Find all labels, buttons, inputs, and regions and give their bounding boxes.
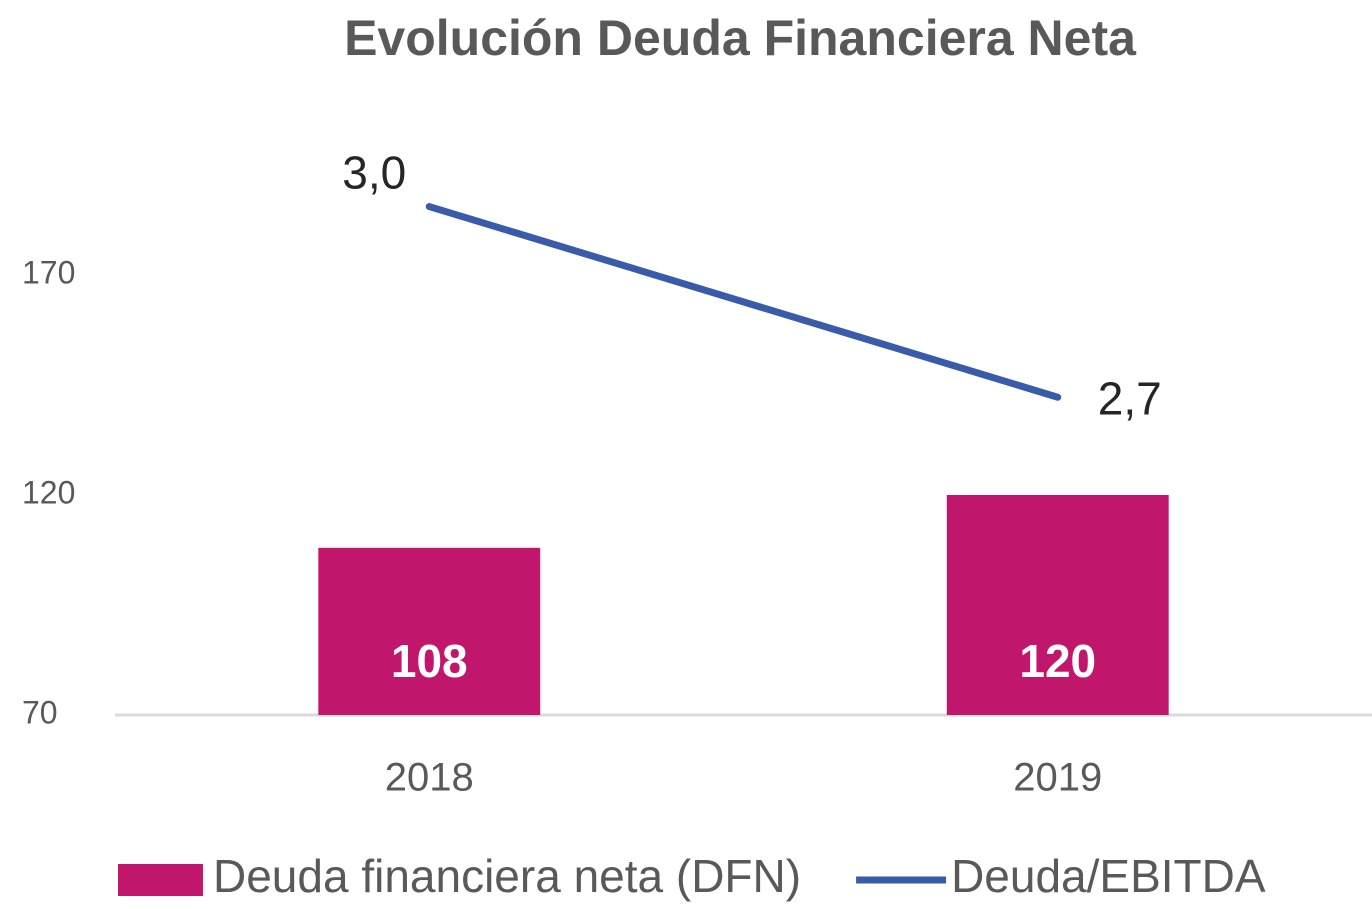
data-label: 120 [1019,635,1096,687]
bar [318,547,541,715]
data-label: 108 [391,635,468,687]
legend-label: Deuda financiera neta (DFN) [213,850,801,902]
legend-label: Deuda/EBITDA [951,850,1266,902]
line [425,203,1062,401]
legend-swatch [118,864,203,896]
x-tick-label: 2019 [1013,756,1102,800]
y-tick-label: 170 [22,254,75,290]
data-label: 2,7 [1098,372,1162,424]
y-tick-label: 120 [22,474,75,510]
data-label: 3,0 [342,147,406,199]
x-tick-label: 2018 [385,756,474,800]
y-tick-label: 70 [22,694,58,730]
bar [946,495,1169,715]
chart-title: Evolución Deuda Financiera Neta [344,10,1137,66]
